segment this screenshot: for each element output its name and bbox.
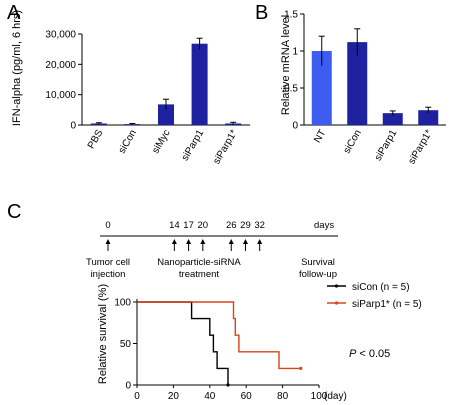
y-tick-label: 0.5 xyxy=(284,84,298,95)
y-tick-label: 100 xyxy=(114,298,131,309)
x-tick-label: 20 xyxy=(168,391,180,402)
treatment-label-line1: Nanoparticle-siRNA xyxy=(157,257,241,268)
p-value-annotation: P < 0.05 xyxy=(349,348,390,360)
chart-c-ylabel: Relative survival (%) xyxy=(97,284,109,384)
timeline-arrow-head xyxy=(257,239,263,244)
chart-a: 0 10,000 20,000 30,000 PBS siCon siMyc siParp1 s… xyxy=(45,30,250,166)
x-tick-label: PBS xyxy=(86,128,106,151)
x-tick-label: 60 xyxy=(241,391,253,402)
panel-letter-b: B xyxy=(255,2,268,24)
timeline-day-label: 26 xyxy=(226,220,237,231)
panel-letter-a: A xyxy=(7,2,21,24)
timeline-days-label: days xyxy=(314,220,334,231)
timeline-arrow-head xyxy=(228,239,234,244)
timeline-arrow-head xyxy=(171,239,177,244)
bar xyxy=(347,42,368,126)
bar xyxy=(191,43,208,125)
timeline-arrow-head xyxy=(105,239,111,244)
x-tick-label: siParp1 xyxy=(373,128,400,163)
injection-label-line2: injection xyxy=(91,269,126,280)
timeline-day-label: 17 xyxy=(183,220,194,231)
followup-label-line2: follow-up xyxy=(299,269,337,280)
timeline-arrow-head xyxy=(186,239,192,244)
treatment-label-line2: treatment xyxy=(179,269,219,280)
followup-label-line1: Survival xyxy=(301,257,335,268)
chart-c: 0 50 100 0 20 40 60 80 100 xyxy=(114,284,346,402)
timeline-arrow-head xyxy=(200,239,206,244)
x-tick-label: siParp1* xyxy=(211,128,239,166)
y-tick-label: 0 xyxy=(70,121,76,132)
y-tick-label: 30,000 xyxy=(45,30,76,41)
y-tick-label: 0 xyxy=(125,381,131,392)
x-tick-label: NT xyxy=(312,128,328,145)
timeline-day-label: 29 xyxy=(240,220,251,231)
x-tick-label: siParp1 xyxy=(180,128,207,163)
y-tick-label: 10,000 xyxy=(45,90,76,101)
bar xyxy=(311,51,332,125)
x-tick-label: siCon xyxy=(117,128,139,156)
y-tick-label: 1.5 xyxy=(284,10,298,21)
legend-label-sicon: siCon (n = 5) xyxy=(352,282,410,293)
legend-marker-1 xyxy=(334,301,339,305)
bar xyxy=(382,113,403,125)
x-tick-label: 40 xyxy=(204,391,216,402)
x-tick-label: 80 xyxy=(277,391,289,402)
x-tick-label: siCon xyxy=(342,128,364,156)
timeline-day-label: 32 xyxy=(254,220,265,231)
timeline-day-label: 0 xyxy=(105,220,110,231)
timeline-day-label: 20 xyxy=(198,220,209,231)
y-tick-label: 1 xyxy=(292,47,298,58)
x-tick-label: 100 xyxy=(311,391,328,402)
y-tick-label: 50 xyxy=(120,339,132,350)
chart-b-ylabel: Relative mRNA level xyxy=(280,15,292,115)
y-tick-label: 20,000 xyxy=(45,60,76,71)
chart-c-xlabel: (day) xyxy=(324,391,347,402)
panel-letter-c: C xyxy=(7,201,21,223)
injection-label-line1: Tumor cell xyxy=(86,257,130,268)
x-tick-label: siMyc xyxy=(150,128,172,156)
legend-label-siparp1-star: siParp1* (n = 5) xyxy=(352,299,422,310)
x-tick-label: siParp1* xyxy=(406,128,434,166)
timeline-day-label: 14 xyxy=(169,220,180,231)
timeline-arrow-head xyxy=(242,239,248,244)
survival-curve-0 xyxy=(137,301,229,385)
legend-marker-0 xyxy=(334,284,339,288)
survival-end-marker-1 xyxy=(299,366,303,370)
p-value-symbol: P xyxy=(349,348,357,360)
x-tick-label: 0 xyxy=(134,391,140,402)
treatment-timeline: 0 14 17 20 26 29 32 xyxy=(100,220,338,251)
survival-end-marker-0 xyxy=(226,383,230,387)
chart-b: 0 0.5 1 1.5 NT siCon siParp1 siParp1* xyxy=(284,10,446,166)
y-tick-label: 0 xyxy=(292,121,298,132)
chart-a-ylabel: IFN-alpha (pg/ml, 6 hrs) xyxy=(11,10,23,126)
p-value-text: < 0.05 xyxy=(356,348,390,360)
survival-curve-1 xyxy=(137,301,301,370)
bar xyxy=(158,104,174,125)
bar xyxy=(418,110,439,125)
